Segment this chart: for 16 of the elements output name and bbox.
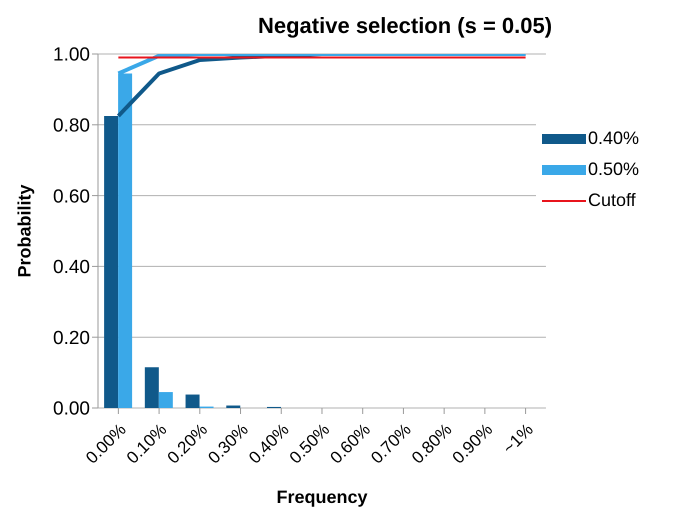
legend-label: 0.50% xyxy=(588,159,639,180)
legend-label: 0.40% xyxy=(588,128,639,149)
x-axis-title: Frequency xyxy=(276,487,368,507)
y-tick-label: 0.00 xyxy=(53,398,90,420)
y-axis-title: Probability xyxy=(14,184,34,278)
y-tick-label: 0.80 xyxy=(53,116,90,137)
y-tick-label: 0.60 xyxy=(53,186,90,208)
y-tick-label: 1.00 xyxy=(53,44,90,66)
bar xyxy=(186,394,200,408)
bar xyxy=(158,392,173,408)
bar xyxy=(144,367,159,408)
y-tick-label: 0.20 xyxy=(53,328,90,349)
legend-label: Cutoff xyxy=(588,190,636,211)
y-tick-label: 0.40 xyxy=(53,257,90,278)
chart-title: Negative selection (s = 0.05) xyxy=(257,12,554,40)
x-tick-label: ~1% xyxy=(499,420,537,458)
